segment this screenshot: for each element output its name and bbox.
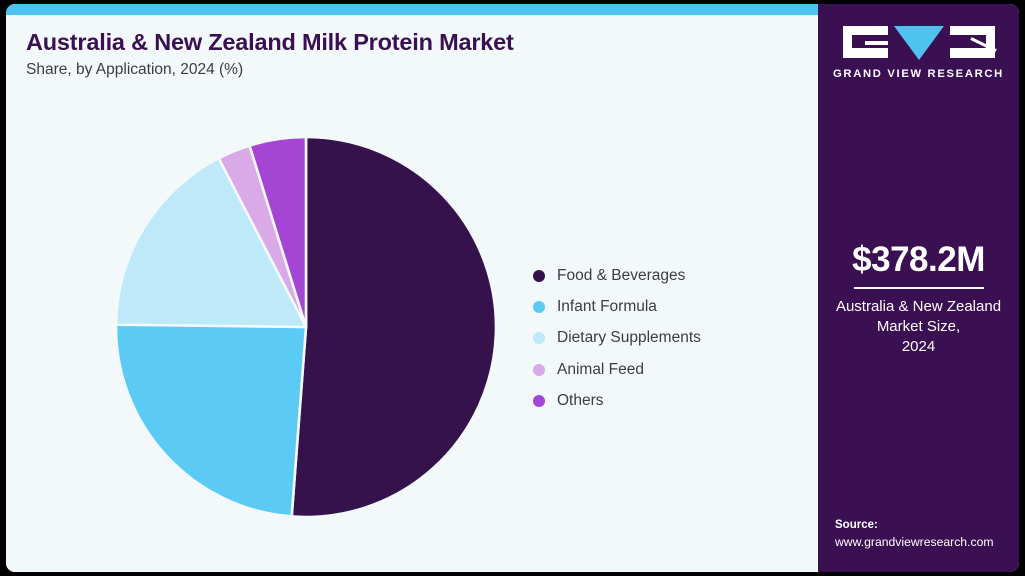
legend-item[interactable]: Infant Formula (533, 291, 783, 322)
logo-r-icon (949, 26, 995, 58)
logo-g-icon (842, 26, 888, 58)
legend-item[interactable]: Dietary Supplements (533, 323, 783, 354)
chart-content-area: Australia & New Zealand Milk Protein Mar… (6, 15, 818, 572)
side-panel: GRAND VIEW RESEARCH $378.2M Australia & … (818, 4, 1019, 572)
source-label: Source: (835, 518, 878, 531)
legend-color-swatch-icon (533, 300, 545, 313)
source-url[interactable]: www.grandviewresearch.com (835, 534, 994, 549)
legend-color-swatch-icon (533, 394, 545, 407)
pie-slice (290, 135, 498, 519)
pie-chart (111, 132, 501, 522)
legend-item-label: Food & Beverages (557, 266, 686, 284)
top-accent-bar (6, 4, 1019, 15)
pie-chart-svg (114, 135, 498, 519)
legend-item-label: Dietary Supplements (557, 329, 701, 347)
stat-divider (853, 287, 984, 289)
logo-wordmark: GRAND VIEW RESEARCH (833, 68, 1004, 80)
market-size-caption-line-1: Australia & New Zealand (835, 297, 1002, 315)
source-block: Source: www.grandviewresearch.com (835, 517, 1019, 550)
legend-item[interactable]: Food & Beverages (533, 260, 783, 291)
legend-color-swatch-icon (533, 363, 545, 376)
legend-item[interactable]: Others (533, 385, 783, 416)
market-size-block: $378.2M Australia & New Zealand Market S… (818, 240, 1019, 357)
logo-triangle-icon (893, 26, 944, 60)
grand-view-research-logo: GRAND VIEW RESEARCH (818, 26, 1019, 80)
legend-item-label: Animal Feed (557, 360, 645, 378)
market-size-caption-line-3: 2024 (901, 337, 936, 355)
page-title: Australia & New Zealand Milk Protein Mar… (26, 29, 514, 55)
pie-slice (114, 323, 308, 518)
chart-legend: Food & Beverages Infant Formula Dietary Su… (533, 260, 783, 416)
legend-color-swatch-icon (533, 332, 545, 345)
market-size-caption-line-2: Market Size, (876, 317, 961, 335)
legend-color-swatch-icon (533, 269, 545, 282)
logo-marks (818, 26, 1019, 60)
market-size-value: $378.2M (852, 240, 985, 279)
market-size-caption: Australia & New Zealand Market Size, 202… (828, 297, 1009, 357)
page-subtitle: Share, by Application, 2024 (%) (26, 61, 244, 78)
legend-item-label: Others (557, 391, 604, 409)
legend-item-label: Infant Formula (557, 297, 657, 315)
legend-item[interactable]: Animal Feed (533, 354, 783, 385)
pie-slice (114, 156, 308, 329)
pie-slice (248, 135, 308, 329)
chart-card: Australia & New Zealand Milk Protein Mar… (6, 4, 1019, 572)
